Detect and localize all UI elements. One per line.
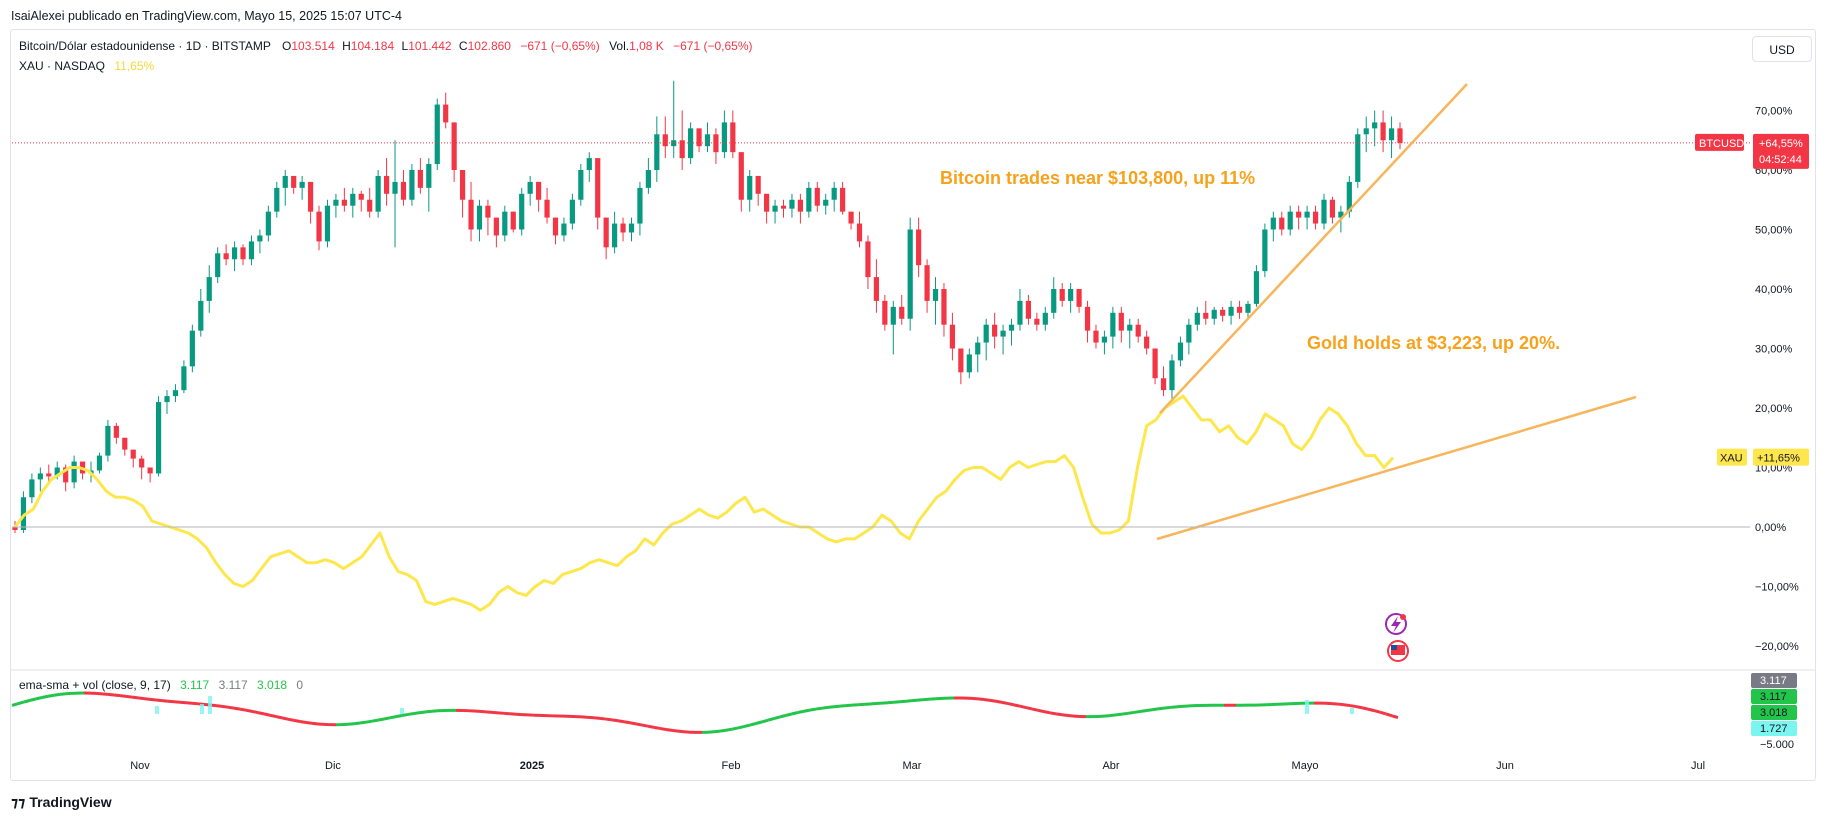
published-by: IsaiAlexei publicado en TradingView.com,… (11, 9, 402, 23)
compare-value: 11,65% (114, 59, 155, 73)
low-label: L (401, 39, 409, 53)
chart-frame (10, 29, 1816, 781)
low-value: 101.442 (408, 39, 452, 53)
symbol-name[interactable]: Bitcoin/Dólar estadounidense · 1D · BITS… (19, 39, 271, 53)
indicator-name[interactable]: ema-sma + vol (close, 9, 17) (19, 678, 171, 692)
tradingview-logo-icon: ⁊⁊ (11, 794, 26, 810)
open-label: O (282, 39, 292, 53)
compare-symbol[interactable]: XAU · NASDAQ (19, 59, 106, 73)
volume-label: Vol. (609, 39, 630, 53)
close-label: C (458, 39, 468, 53)
high-label: H (342, 39, 351, 53)
high-value: 104.184 (350, 39, 395, 53)
indicator-value-3: 3.018 (257, 678, 288, 692)
volume-value: 1,08 K (629, 39, 664, 53)
indicator-value-2: 3.117 (218, 678, 248, 692)
indicator-value-4: 0 (296, 678, 304, 692)
volume-change: −671 (−0,65%) (673, 39, 753, 53)
symbol-legend[interactable]: Bitcoin/Dólar estadounidense · 1D · BITS… (19, 39, 753, 53)
indicator-legend[interactable]: ema-sma + vol (close, 9, 17) 3.117 3.117… (19, 678, 303, 692)
brand-name: TradingView (29, 794, 112, 810)
change-value: −671 (−0,65%) (520, 39, 600, 53)
compare-legend[interactable]: XAU · NASDAQ 11,65% (19, 59, 154, 73)
close-value: 102.860 (467, 39, 511, 53)
indicator-value-1: 3.117 (180, 678, 210, 692)
open-value: 103.514 (291, 39, 335, 53)
currency-button[interactable]: USD (1752, 36, 1812, 62)
brand-footer[interactable]: ⁊⁊ TradingView (11, 794, 112, 811)
